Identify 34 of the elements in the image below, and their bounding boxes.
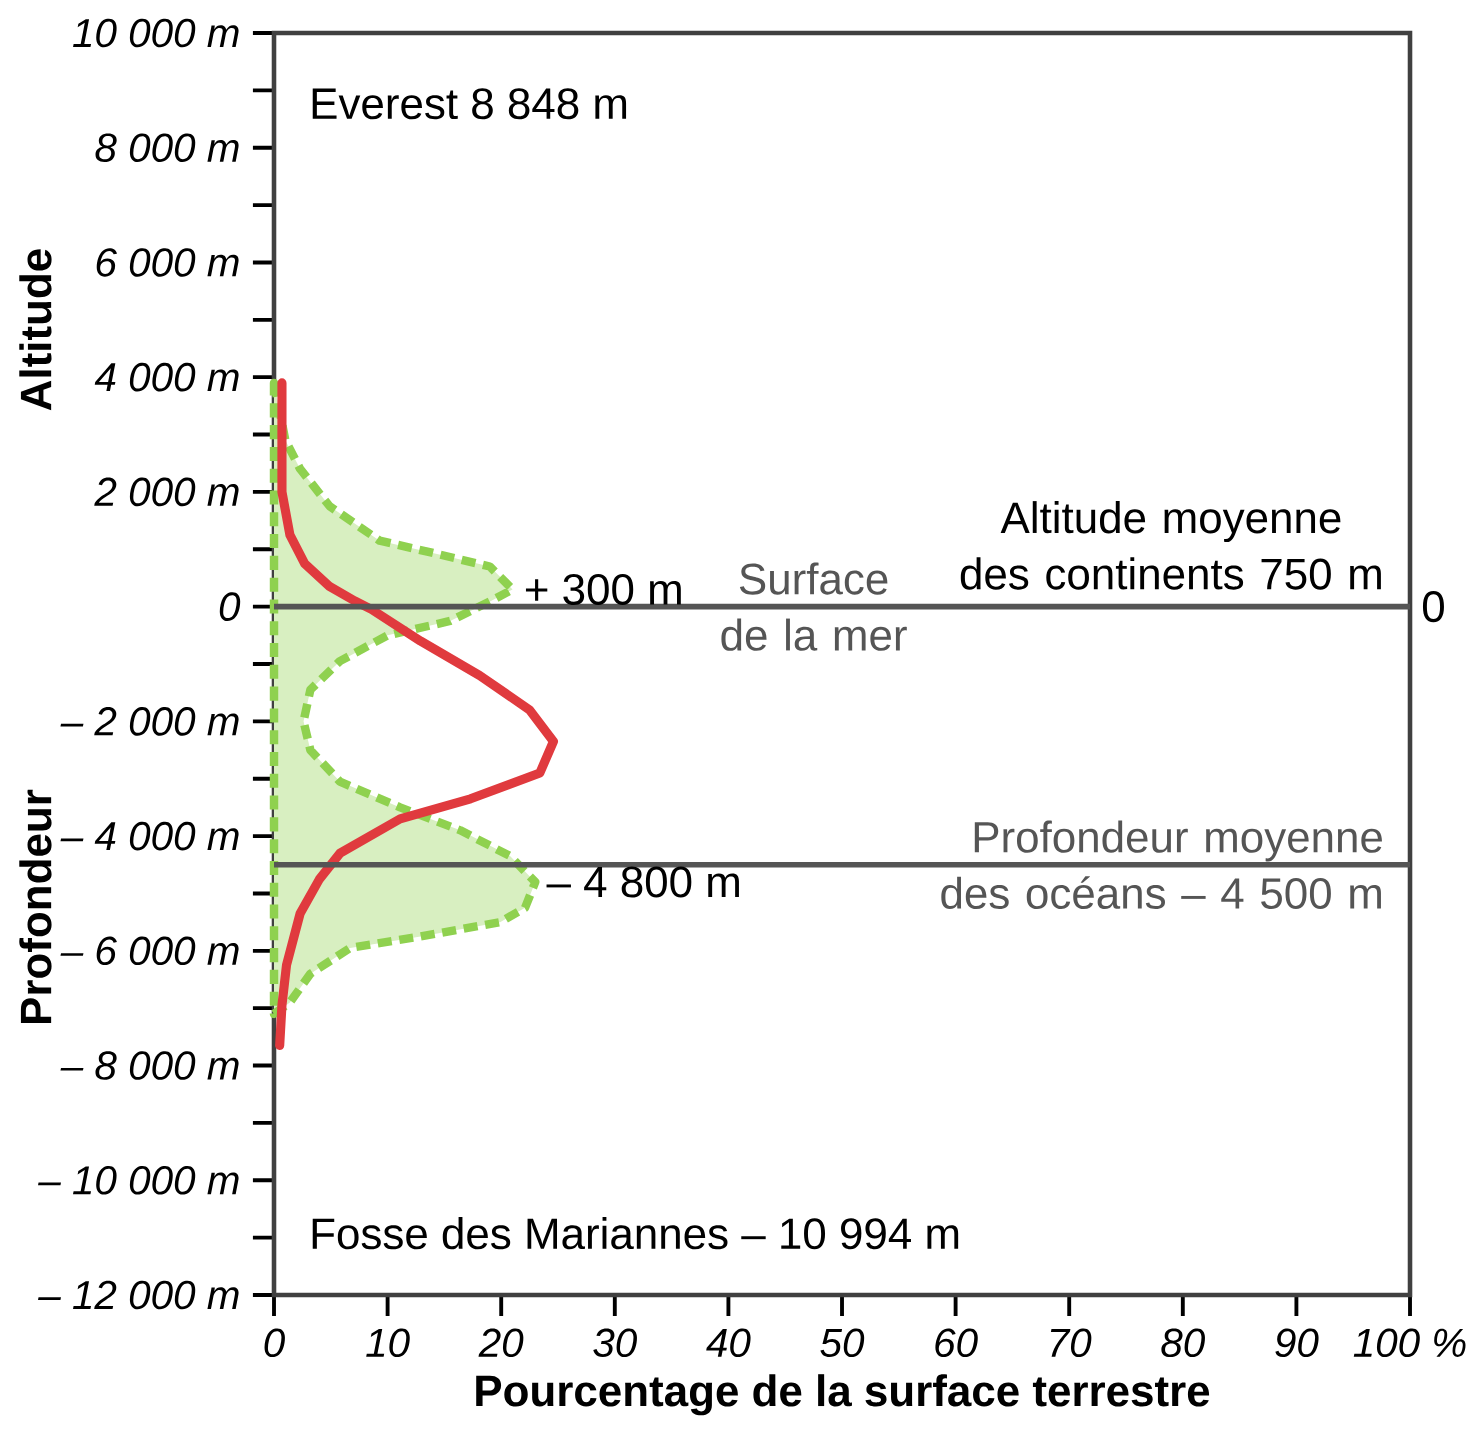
x-tick-label: 80 bbox=[1161, 1328, 1205, 1358]
x-tick-label: 40 bbox=[706, 1328, 751, 1358]
x-tick-label: 70 bbox=[1050, 1328, 1092, 1358]
y-tick-label: 8 000 m bbox=[95, 133, 239, 163]
x-tick-label: 60 bbox=[935, 1328, 978, 1358]
x-tick-label: 0 bbox=[264, 1328, 285, 1358]
x-tick-label: 90 bbox=[1275, 1328, 1319, 1358]
y-tick-label: – 4 000 m bbox=[60, 821, 239, 851]
x-tick-label: 10 bbox=[366, 1328, 410, 1358]
y-tick-label: – 6 000 m bbox=[60, 936, 239, 966]
y-tick-label: – 12 000 m bbox=[38, 1280, 239, 1310]
ref-line-label: Profondeur moyenne des océans – 4 500 m bbox=[941, 820, 1382, 910]
y-tick-label: – 10 000 m bbox=[38, 1165, 239, 1195]
y-tick-label: 4 000 m bbox=[94, 362, 239, 392]
annotation: + 300 m bbox=[525, 573, 681, 605]
annotation: Everest 8 848 m bbox=[312, 88, 627, 120]
x-tick-label: 20 bbox=[478, 1328, 524, 1358]
y-tick-label: – 8 000 m bbox=[60, 1051, 239, 1080]
x-tick-label: 50 bbox=[820, 1328, 865, 1358]
annotation: – 4 800 m bbox=[546, 866, 739, 898]
y-tick-label: 10 000 m bbox=[73, 18, 239, 48]
annotation: Altitude moyenne des continents 750 m bbox=[960, 501, 1381, 590]
ref-line-label: Surface de la mer bbox=[721, 562, 907, 651]
annotation: Fosse des Mariannes – 10 994 m bbox=[312, 1217, 959, 1250]
y-tick-label: 0 bbox=[219, 592, 241, 621]
text: Profondeur bbox=[19, 789, 52, 1024]
y-tick-label: – 2 000 m bbox=[60, 707, 239, 736]
x-tick-label: 100 % bbox=[1353, 1328, 1466, 1358]
y-tick-label: 6 000 m bbox=[96, 248, 239, 277]
x-tick-label: 30 bbox=[593, 1328, 637, 1358]
y-tick-label: 2 000 m bbox=[94, 477, 239, 507]
y-axis-title: Altitude bbox=[19, 249, 52, 411]
x-axis-title: Pourcentage de la surface terrestre bbox=[476, 1374, 1210, 1416]
annotation: 0 bbox=[1422, 591, 1444, 623]
